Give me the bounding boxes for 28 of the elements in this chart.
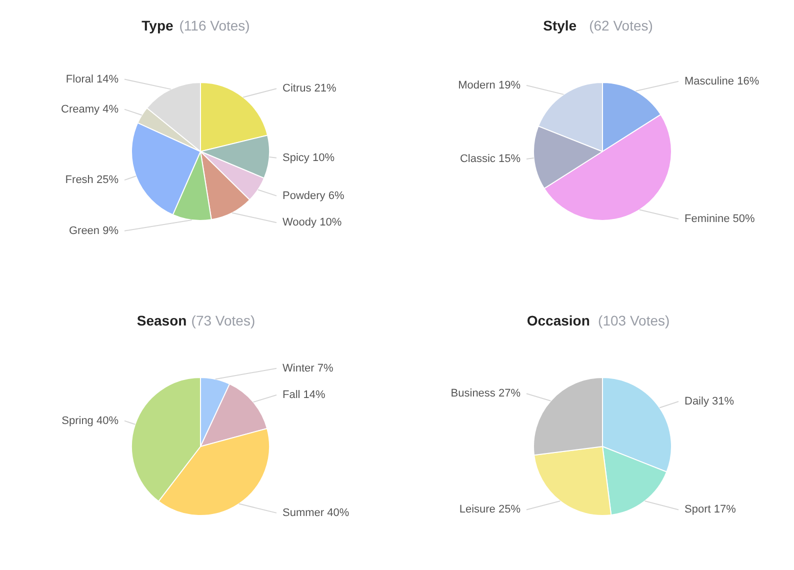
slice-label: Creamy 4%	[61, 103, 119, 116]
slice-label: Modern 19%	[458, 79, 521, 92]
slice-label: Sport 17%	[684, 504, 736, 516]
chart-subtitle: (73 Votes)	[191, 312, 256, 328]
slice-label: Fresh 25%	[65, 174, 119, 186]
slice-label: Spicy 10%	[282, 152, 335, 164]
chart-subtitle: (62 Votes)	[589, 18, 653, 34]
slice-label: Woody 10%	[282, 216, 342, 229]
chart-title: Occasion	[526, 312, 590, 328]
slice-label: Fall 14%	[282, 388, 326, 401]
slice-label: Citrus 21%	[282, 82, 337, 95]
slice-label: Masculine 16%	[684, 75, 760, 88]
chart-subtitle: (103 Votes)	[598, 312, 670, 328]
slice-label: Spring 40%	[62, 414, 119, 427]
slice-label: Powdery 6%	[282, 190, 344, 202]
chart-subtitle: (116 Votes)	[179, 18, 250, 34]
slice-label: Classic 15%	[460, 153, 521, 166]
slice-label: Summer 40%	[282, 506, 350, 519]
slice-label: Business 27%	[450, 388, 521, 400]
chart-title: Season	[136, 312, 187, 328]
chart-title: Type	[142, 18, 174, 34]
slice-label: Leisure 25%	[459, 504, 521, 516]
slice-label: Daily 31%	[684, 396, 734, 408]
slice-label: Feminine 50%	[684, 213, 756, 226]
chart-title: Style	[543, 18, 577, 34]
slice-label: Floral 14%	[66, 73, 119, 86]
slice-label: Winter 7%	[282, 362, 334, 374]
slice-label: Green 9%	[68, 224, 119, 237]
